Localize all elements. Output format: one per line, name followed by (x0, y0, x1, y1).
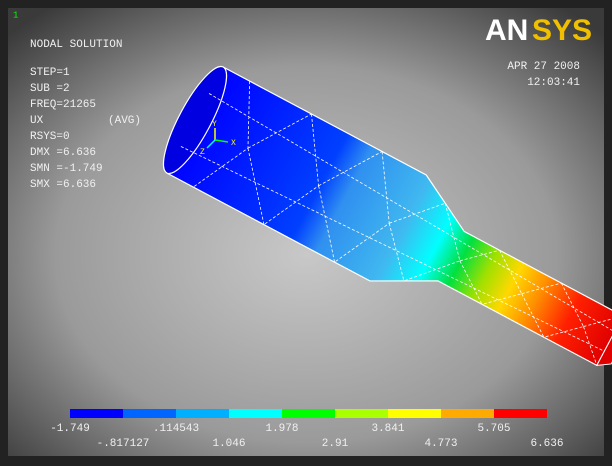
legend-band (176, 409, 229, 418)
legend-band (282, 409, 335, 418)
info-line: SMN =-1.749 (30, 163, 103, 175)
triad-label: X (231, 139, 236, 148)
triad-label: Z (200, 148, 205, 157)
legend-band (70, 409, 123, 418)
info-line: STEP=1 (30, 67, 70, 79)
legend-label: 4.773 (424, 438, 457, 450)
legend-band (335, 409, 388, 418)
legend-label: 2.91 (322, 438, 349, 450)
screen: 1 NODAL SOLUTION STEP=1 SUB =2 FREQ=21265 U… (0, 0, 612, 466)
info-line: RSYS=0 (30, 131, 70, 143)
legend-label: 3.841 (371, 423, 404, 435)
plot-title: NODAL SOLUTION (30, 39, 122, 51)
legend-label: .114543 (153, 423, 199, 435)
logo-an: AN (485, 14, 528, 47)
legend-band (388, 409, 441, 418)
legend-band (229, 409, 282, 418)
date: APR 27 2008 (507, 61, 580, 73)
info-line: FREQ=21265 (30, 99, 96, 111)
triad-label: Y (212, 120, 217, 129)
legend-label: 5.705 (477, 423, 510, 435)
legend-label: -1.749 (50, 423, 90, 435)
legend-band (123, 409, 176, 418)
info-line: DMX =6.636 (30, 147, 96, 159)
info-line: SUB =2 (30, 83, 70, 95)
legend-band (441, 409, 494, 418)
legend-label: 1.046 (212, 438, 245, 450)
legend-label: 6.636 (530, 438, 563, 450)
logo-sys: SYS (532, 14, 592, 47)
time: 12:03:41 (527, 77, 580, 89)
info-line: SMX =6.636 (30, 179, 96, 191)
legend-label: 1.978 (265, 423, 298, 435)
result-option: (AVG) (108, 115, 141, 127)
window-number: 1 (13, 10, 18, 20)
legend-band (494, 409, 547, 418)
legend-label: -.817127 (97, 438, 150, 450)
result-label: UX (30, 115, 44, 127)
